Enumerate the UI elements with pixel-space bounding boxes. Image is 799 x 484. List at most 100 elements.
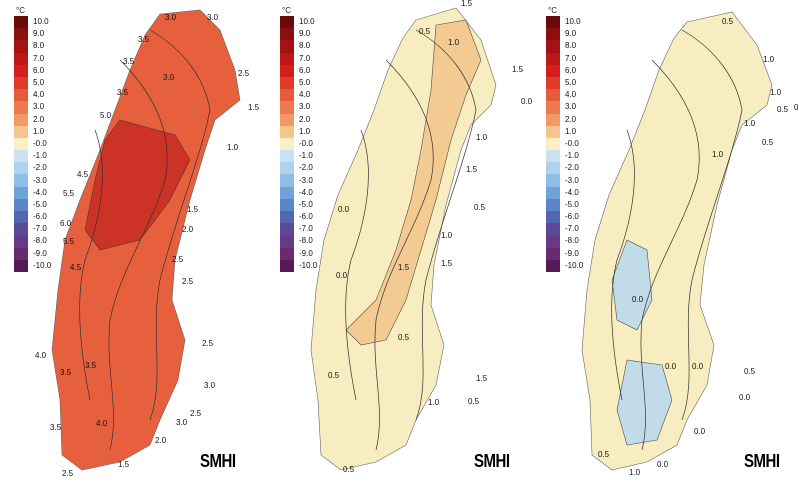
legend-swatch	[14, 186, 28, 199]
map-panel-2: °C 10.0 9.0 8.0 7.0 6.0 5.0 4.0 3.0 2.0 1.0 -0.0 -1…	[266, 0, 532, 484]
legend-row: -2.0	[546, 162, 596, 175]
contour-value-label: 0.0	[657, 460, 669, 469]
legend-label: 2.0	[33, 114, 45, 124]
legend-swatch	[280, 16, 294, 29]
contour-value-label: 5.0	[100, 111, 112, 120]
legend-row: -9.0	[546, 247, 596, 260]
legend-label: 3.0	[299, 102, 311, 112]
contour-value-label: 3.5	[85, 361, 97, 370]
contour-value-label: 0.0	[692, 362, 704, 371]
contour-value-label: 4.0	[96, 419, 108, 428]
contour-value-label: 1.0	[770, 88, 782, 97]
legend-row: 2.0	[546, 113, 596, 126]
legend-rows: 10.0 9.0 8.0 7.0 6.0 5.0 4.0 3.0 2.0 1.0 -0.0 -1.0 -…	[546, 16, 596, 272]
legend-label: -4.0	[299, 187, 313, 197]
legend-label: 10.0	[299, 17, 315, 27]
legend-label: -10.0	[299, 260, 318, 270]
contour-value-label: 1.0	[712, 150, 724, 159]
legend-swatch	[280, 174, 294, 187]
legend-label: -10.0	[33, 260, 52, 270]
contour-value-label: 5.5	[63, 237, 75, 246]
legend-label: -4.0	[565, 187, 579, 197]
legend-row: -10.0	[546, 259, 596, 272]
contour-value-label: 2.0	[155, 436, 167, 445]
legend-swatch	[280, 259, 294, 272]
legend-swatch	[546, 198, 560, 211]
legend-swatch	[14, 28, 28, 41]
legend-swatch	[280, 247, 294, 260]
contour-value-label: 0.5	[468, 397, 480, 406]
legend-label: 6.0	[299, 65, 311, 75]
legend-swatch	[546, 28, 560, 41]
legend-label: -8.0	[299, 236, 313, 246]
contour-value-label: 1.5	[398, 263, 410, 272]
legend-unit: °C	[548, 6, 557, 15]
legend-label: 7.0	[33, 53, 45, 63]
legend-row: 8.0	[546, 40, 596, 53]
legend-row: 4.0	[14, 89, 64, 102]
contour-value-label: 0.5	[762, 138, 774, 147]
temperature-map-1: 3.0 3.03.53.53.0 2.53.51.55.01.04.55.51.56…	[35, 9, 260, 478]
contour-value-label: 4.5	[70, 263, 82, 272]
legend-label: -2.0	[33, 163, 47, 173]
contour-labels: 3.0 3.03.53.53.0 2.53.51.55.01.04.55.51.56…	[35, 13, 260, 478]
legend-swatch	[546, 64, 560, 77]
legend-row: 1.0	[546, 125, 596, 138]
legend-row: -5.0	[546, 198, 596, 211]
legend-label: 7.0	[565, 53, 577, 63]
legend-swatch	[546, 52, 560, 65]
legend-swatch	[546, 101, 560, 114]
temperature-map-2: 1.5 0.5 1.0 1.5 0.0 1.0 1.5 0.5 0.0 1.0 1.5 1.5 0.0 0…	[310, 0, 532, 474]
contour-value-label: 2.5	[190, 409, 202, 418]
contour-value-label: 4.5	[77, 170, 89, 179]
contour-value-label: 0.0	[632, 295, 644, 304]
legend-swatch	[14, 137, 28, 151]
legend-row: -9.0	[280, 247, 330, 260]
legend-row: 7.0	[546, 52, 596, 65]
legend-row: -7.0	[14, 223, 64, 236]
contour-value-label: 3.5	[123, 57, 135, 66]
legend-swatch	[546, 247, 560, 260]
legend-label: -5.0	[565, 199, 579, 209]
contour-value-label: 2.5	[202, 339, 214, 348]
contour-value-label: 1.0	[227, 143, 239, 152]
legend-swatch	[546, 150, 560, 163]
contour-value-label: 3.0	[204, 381, 216, 390]
contour-value-label: 2.5	[238, 69, 250, 78]
legend-row: 6.0	[546, 64, 596, 77]
contour-value-label: 2.5	[62, 469, 74, 478]
warm-core	[84, 119, 191, 251]
legend-label: 4.0	[299, 90, 311, 100]
legend-row: 7.0	[14, 52, 64, 65]
legend-row: -6.0	[14, 211, 64, 224]
legend-label: -0.0	[33, 138, 47, 148]
legend-label: -3.0	[299, 175, 313, 185]
legend-row: -6.0	[546, 211, 596, 224]
smhi-logo: SMHI	[200, 450, 236, 473]
contour-value-label: 1.0	[441, 231, 453, 240]
legend-row: 8.0	[280, 40, 330, 53]
legend-swatch	[14, 89, 28, 102]
contour-line	[108, 59, 168, 451]
legend-swatch	[280, 64, 294, 77]
legend-label: -1.0	[299, 151, 313, 161]
legend-swatch	[546, 259, 560, 272]
legend-label: 1.0	[565, 126, 577, 136]
legend-row: 3.0	[280, 101, 330, 114]
contour-value-label: 1.0	[763, 55, 775, 64]
legend-label: -9.0	[33, 248, 47, 258]
contour-value-label: 1.5	[512, 65, 524, 74]
contour-value-label: 0.0	[694, 427, 706, 436]
color-legend-3: °C 10.0 9.0 8.0 7.0 6.0 5.0 4.0 3.0 2.0 1.0 -0.0 -1…	[546, 6, 596, 272]
contour-value-label: 0.5	[343, 465, 355, 474]
contour-line	[374, 59, 434, 451]
legend-label: 2.0	[565, 114, 577, 124]
contour-value-label: 0.5	[474, 203, 486, 212]
legend-swatch	[14, 211, 28, 224]
legend-label: 4.0	[565, 90, 577, 100]
contour-labels: 1.5 0.5 1.0 1.5 0.0 1.0 1.5 0.5 0.0 1.0 1.5 1.5 0.0 0…	[328, 0, 532, 474]
legend-row: 5.0	[280, 76, 330, 90]
legend-label: 1.0	[299, 126, 311, 136]
legend-row: 8.0	[14, 40, 64, 53]
legend-swatch	[280, 223, 294, 236]
